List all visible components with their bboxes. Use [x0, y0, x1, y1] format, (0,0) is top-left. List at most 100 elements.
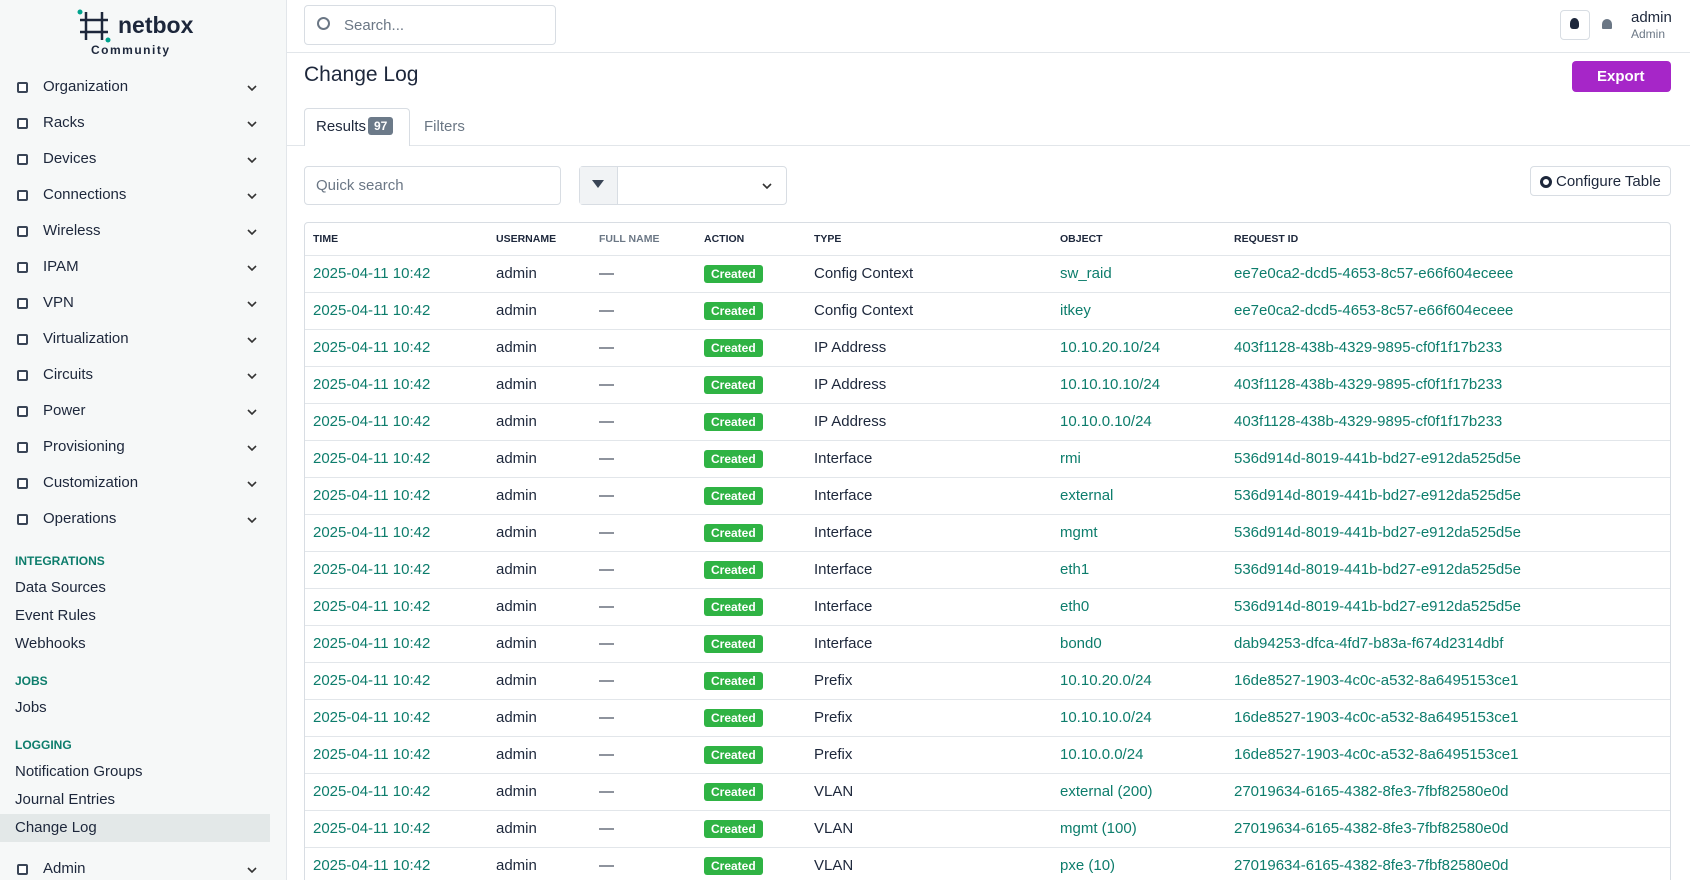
action-badge: Created — [704, 672, 763, 690]
menu-item[interactable]: Wireless — [43, 222, 101, 239]
menu-icon — [17, 406, 28, 417]
action-badge: Created — [704, 746, 763, 764]
cell-link[interactable]: eth0 — [1060, 598, 1089, 615]
cell-link[interactable]: 10.10.20.0/24 — [1060, 672, 1152, 689]
cell-link[interactable]: 27019634-6165-4382-8fe3-7fbf82580e0d — [1234, 857, 1508, 874]
cell-link[interactable]: 2025-04-11 10:42 — [313, 598, 430, 615]
menu-item[interactable]: Power — [43, 402, 86, 419]
cell: — — [599, 783, 614, 800]
cell: admin — [496, 524, 537, 541]
cell-link[interactable]: 10.10.20.10/24 — [1060, 339, 1160, 356]
column-header[interactable]: FULL NAME — [599, 233, 659, 245]
cell-link[interactable]: 27019634-6165-4382-8fe3-7fbf82580e0d — [1234, 820, 1508, 837]
configure-label[interactable]: Configure Table — [1556, 173, 1661, 190]
nav-link[interactable]: Data Sources — [15, 579, 106, 596]
cell-link[interactable]: 2025-04-11 10:42 — [313, 857, 430, 874]
cell-link[interactable]: 27019634-6165-4382-8fe3-7fbf82580e0d — [1234, 783, 1508, 800]
cell-link[interactable]: ee7e0ca2-dcd5-4653-8c57-e66f604eceee — [1234, 302, 1513, 319]
cell-link[interactable]: 536d914d-8019-441b-bd27-e912da525d5e — [1234, 561, 1521, 578]
nav-link[interactable]: Journal Entries — [15, 791, 115, 808]
cell-link[interactable]: rmi — [1060, 450, 1081, 467]
cell-link[interactable]: 2025-04-11 10:42 — [313, 487, 430, 504]
column-header[interactable]: TIME — [313, 233, 338, 245]
search-box[interactable] — [304, 5, 556, 45]
cell-link[interactable]: 2025-04-11 10:42 — [313, 265, 430, 282]
cell-link[interactable]: mgmt (100) — [1060, 820, 1137, 837]
cell-link[interactable]: 2025-04-11 10:42 — [313, 450, 430, 467]
column-header[interactable]: USERNAME — [496, 233, 556, 245]
cell: — — [599, 265, 614, 282]
nav-link[interactable]: Jobs — [15, 699, 47, 716]
cell-link[interactable]: 2025-04-11 10:42 — [313, 302, 430, 319]
nav-link[interactable]: Event Rules — [15, 607, 96, 624]
header-border — [287, 52, 1690, 53]
nav-link[interactable]: Notification Groups — [15, 763, 143, 780]
cell-link[interactable]: external (200) — [1060, 783, 1153, 800]
cell: Config Context — [814, 302, 913, 319]
menu-item[interactable]: Organization — [43, 78, 128, 95]
cell-link[interactable]: 2025-04-11 10:42 — [313, 561, 430, 578]
cell-link[interactable]: eth1 — [1060, 561, 1089, 578]
menu-item[interactable]: Customization — [43, 474, 138, 491]
cell-link[interactable]: 16de8527-1903-4c0c-a532-8a6495153ce1 — [1234, 709, 1518, 726]
nav-link[interactable]: Webhooks — [15, 635, 86, 652]
menu-item[interactable]: Devices — [43, 150, 96, 167]
cell-link[interactable]: external — [1060, 487, 1113, 504]
user-name[interactable]: admin — [1631, 9, 1672, 26]
cell-link[interactable]: 403f1128-438b-4329-9895-cf0f1f17b233 — [1234, 413, 1502, 430]
menu-icon — [17, 864, 28, 875]
row-border — [305, 736, 1670, 737]
count-badge: 97 — [368, 117, 393, 135]
cell-link[interactable]: 536d914d-8019-441b-bd27-e912da525d5e — [1234, 450, 1521, 467]
menu-item[interactable]: Virtualization — [43, 330, 129, 347]
column-header[interactable]: TYPE — [814, 233, 841, 245]
cell-link[interactable]: 536d914d-8019-441b-bd27-e912da525d5e — [1234, 598, 1521, 615]
cell-link[interactable]: 2025-04-11 10:42 — [313, 339, 430, 356]
menu-item[interactable]: VPN — [43, 294, 74, 311]
cell-link[interactable]: 2025-04-11 10:42 — [313, 524, 430, 541]
cell-link[interactable]: 10.10.10.0/24 — [1060, 709, 1152, 726]
cell: — — [599, 709, 614, 726]
cell-link[interactable]: 16de8527-1903-4c0c-a532-8a6495153ce1 — [1234, 672, 1518, 689]
filters-tab[interactable]: Filters — [424, 118, 465, 135]
cell-link[interactable]: 2025-04-11 10:42 — [313, 746, 430, 763]
cell-link[interactable]: 2025-04-11 10:42 — [313, 709, 430, 726]
cell-link[interactable]: bond0 — [1060, 635, 1102, 652]
cell-link[interactable]: pxe (10) — [1060, 857, 1115, 874]
menu-item[interactable]: Provisioning — [43, 438, 125, 455]
menu-item[interactable]: Circuits — [43, 366, 93, 383]
cell-link[interactable]: 403f1128-438b-4329-9895-cf0f1f17b233 — [1234, 339, 1502, 356]
cell-link[interactable]: 10.10.0.10/24 — [1060, 413, 1152, 430]
column-header[interactable]: OBJECT — [1060, 233, 1103, 245]
nav-link[interactable]: Change Log — [15, 819, 97, 836]
cell-link[interactable]: 2025-04-11 10:42 — [313, 413, 430, 430]
menu-item[interactable]: Operations — [43, 510, 116, 527]
chevron — [762, 183, 772, 189]
menu-item[interactable]: IPAM — [43, 258, 79, 275]
cell: — — [599, 672, 614, 689]
menu-item[interactable]: Connections — [43, 186, 126, 203]
cell-link[interactable]: 536d914d-8019-441b-bd27-e912da525d5e — [1234, 524, 1521, 541]
cell-link[interactable]: dab94253-dfca-4fd7-b83a-f674d2314dbf — [1234, 635, 1503, 652]
cell-link[interactable]: 16de8527-1903-4c0c-a532-8a6495153ce1 — [1234, 746, 1518, 763]
cell-link[interactable]: 2025-04-11 10:42 — [313, 783, 430, 800]
cell-link[interactable]: 403f1128-438b-4329-9895-cf0f1f17b233 — [1234, 376, 1502, 393]
cell-link[interactable]: 10.10.0.0/24 — [1060, 746, 1143, 763]
cell-link[interactable]: 2025-04-11 10:42 — [313, 635, 430, 652]
column-header[interactable]: REQUEST ID — [1234, 233, 1298, 245]
cell-link[interactable]: 2025-04-11 10:42 — [313, 672, 430, 689]
menu-item[interactable]: Racks — [43, 114, 85, 131]
cell-link[interactable]: ee7e0ca2-dcd5-4653-8c57-e66f604eceee — [1234, 265, 1513, 282]
cell-link[interactable]: sw_raid — [1060, 265, 1112, 282]
export-label[interactable]: Export — [1597, 68, 1645, 85]
cell-link[interactable]: 2025-04-11 10:42 — [313, 376, 430, 393]
cell-link[interactable]: 10.10.10.10/24 — [1060, 376, 1160, 393]
column-header[interactable]: ACTION — [704, 233, 744, 245]
results-tab-label[interactable]: Results — [316, 118, 366, 135]
menu-item[interactable]: Admin — [43, 860, 86, 877]
cell-link[interactable]: mgmt — [1060, 524, 1098, 541]
cell-link[interactable]: 2025-04-11 10:42 — [313, 820, 430, 837]
section-title: LOGGING — [15, 738, 72, 752]
cell-link[interactable]: itkey — [1060, 302, 1091, 319]
cell-link[interactable]: 536d914d-8019-441b-bd27-e912da525d5e — [1234, 487, 1521, 504]
